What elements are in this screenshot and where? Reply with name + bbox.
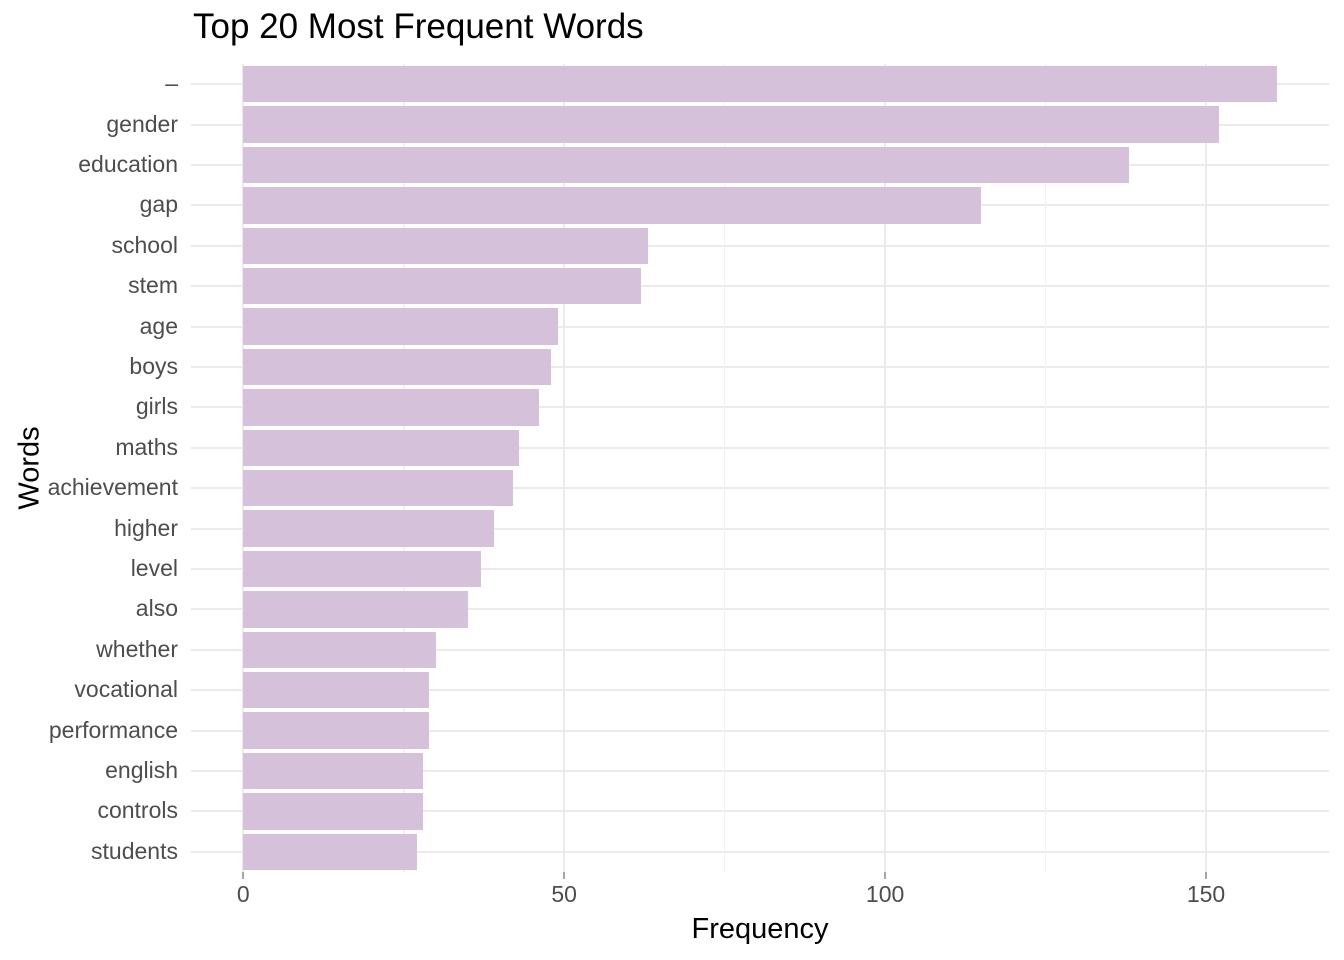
y-tick-label-level: level xyxy=(130,554,178,581)
y-tick-label-education: education xyxy=(78,150,178,177)
gridline-horizontal xyxy=(191,729,1329,732)
chart-title: Top 20 Most Frequent Words xyxy=(193,7,644,46)
bar-education xyxy=(243,146,1129,184)
y-tick-label-also: also xyxy=(135,595,178,622)
gridline-vertical-major xyxy=(1205,64,1207,872)
gridline-vertical-major xyxy=(884,64,887,872)
bar-students xyxy=(243,833,417,870)
bar-vocational xyxy=(243,672,430,709)
y-tick-label-students: students xyxy=(91,837,178,864)
y-tick-label-higher: higher xyxy=(114,514,178,541)
gridline-horizontal xyxy=(191,446,1329,449)
gridline-horizontal xyxy=(191,689,1329,692)
bar-level xyxy=(243,550,481,588)
bar-performance xyxy=(243,712,430,749)
bar-whether xyxy=(243,631,436,668)
bar-gap xyxy=(243,187,982,224)
gridline-horizontal xyxy=(191,366,1329,368)
bar-stem xyxy=(243,268,642,305)
gridline-horizontal xyxy=(191,648,1329,651)
bar-also xyxy=(243,591,468,628)
y-tick-label-school: school xyxy=(111,231,178,258)
y-tick-label-gender: gender xyxy=(106,110,178,137)
y-tick-label-gap: gap xyxy=(139,191,178,218)
gridline-horizontal xyxy=(191,406,1329,409)
bar-school xyxy=(243,227,648,264)
y-tick-label-maths: maths xyxy=(115,433,178,460)
x-axis-tick xyxy=(563,872,566,879)
x-tick-label-0: 0 xyxy=(236,881,250,907)
x-axis-tick xyxy=(1205,872,1207,879)
plot-panel xyxy=(191,64,1329,872)
bar-age xyxy=(243,308,558,345)
y-tick-label-english: english xyxy=(105,756,178,783)
gridline-horizontal xyxy=(191,850,1329,853)
gridline-horizontal xyxy=(191,285,1329,288)
gridline-horizontal xyxy=(191,770,1329,772)
bar-english xyxy=(243,752,423,790)
gridline-vertical-minor xyxy=(403,64,405,872)
y-tick-label-age: age xyxy=(139,312,178,339)
bar-controls xyxy=(243,793,423,830)
gridline-horizontal xyxy=(191,244,1329,247)
y-tick-label-–: – xyxy=(165,70,178,97)
bar-– xyxy=(243,66,1277,103)
gridline-horizontal xyxy=(191,527,1329,530)
gridline-vertical-major xyxy=(242,64,245,872)
gridline-horizontal xyxy=(191,487,1329,490)
y-tick-label-achievement: achievement xyxy=(47,474,178,501)
gridline-vertical-minor xyxy=(723,64,726,872)
bar-boys xyxy=(243,348,552,386)
bar-achievement xyxy=(243,470,513,507)
y-tick-label-whether: whether xyxy=(96,635,178,662)
y-tick-label-girls: girls xyxy=(135,393,178,420)
gridline-horizontal xyxy=(191,810,1329,813)
y-tick-label-boys: boys xyxy=(129,352,178,379)
gridline-horizontal xyxy=(191,568,1329,570)
y-axis-title: Words xyxy=(13,426,46,510)
y-tick-label-performance: performance xyxy=(48,716,178,743)
bar-girls xyxy=(243,389,539,426)
gridline-horizontal xyxy=(191,325,1329,328)
bar-higher xyxy=(243,510,494,547)
y-tick-label-controls: controls xyxy=(97,797,178,824)
bar-maths xyxy=(243,429,520,466)
x-tick-label-150: 150 xyxy=(1186,881,1226,907)
bar-gender xyxy=(243,106,1219,143)
gridline-vertical-minor xyxy=(1044,64,1047,872)
y-tick-label-stem: stem xyxy=(128,272,178,299)
x-tick-label-100: 100 xyxy=(865,881,905,907)
x-axis-tick xyxy=(884,872,887,879)
gridline-horizontal xyxy=(191,608,1329,611)
x-axis-title: Frequency xyxy=(691,913,829,945)
x-tick-label-50: 50 xyxy=(551,881,577,907)
y-tick-label-vocational: vocational xyxy=(74,676,178,703)
gridline-vertical-major xyxy=(563,64,566,872)
x-axis-tick xyxy=(242,872,245,879)
